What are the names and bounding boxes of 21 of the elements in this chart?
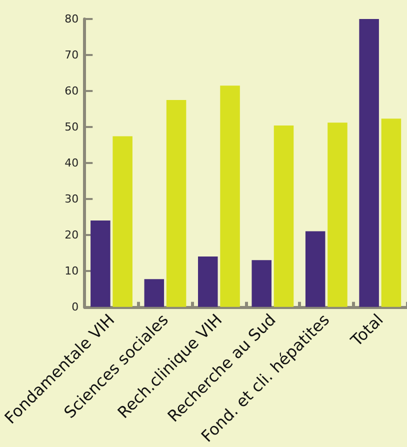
y-tick-label: 30 bbox=[64, 192, 79, 206]
y-tick-label: 0 bbox=[72, 300, 79, 314]
y-tick-label: 40 bbox=[64, 156, 79, 170]
bar bbox=[359, 19, 379, 307]
y-tick-label: 20 bbox=[64, 228, 79, 242]
bar bbox=[144, 279, 164, 307]
bar bbox=[112, 136, 132, 307]
bar bbox=[166, 100, 186, 307]
y-tick-label: 50 bbox=[64, 120, 79, 134]
y-tick-label: 70 bbox=[64, 48, 79, 62]
y-tick-label: 80 bbox=[64, 12, 79, 26]
bar bbox=[252, 260, 272, 307]
bar bbox=[220, 86, 240, 307]
bar bbox=[305, 231, 326, 307]
bar bbox=[381, 118, 402, 307]
y-tick-label: 10 bbox=[64, 264, 79, 278]
bar bbox=[90, 220, 110, 307]
bar bbox=[328, 122, 348, 307]
bar bbox=[274, 126, 294, 307]
bar bbox=[198, 256, 218, 307]
y-tick-label: 60 bbox=[64, 84, 79, 98]
